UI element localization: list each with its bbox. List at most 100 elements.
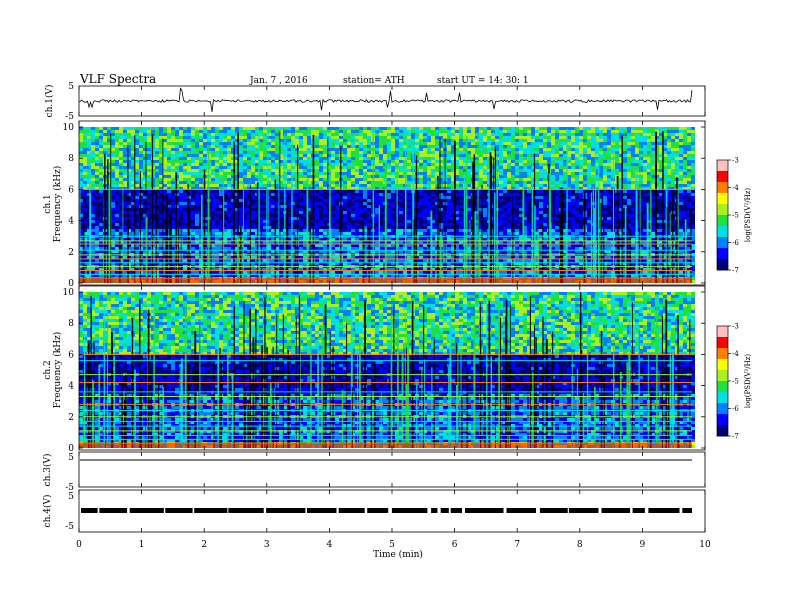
spectrogram-cell	[615, 139, 619, 142]
spectrogram-cell	[271, 211, 275, 214]
spectrogram-cell	[607, 169, 611, 172]
spectrogram-cell	[567, 157, 571, 160]
spectrogram-cell	[423, 184, 427, 187]
spectrogram-cell	[539, 187, 543, 190]
spectrogram-cell	[575, 193, 579, 196]
spectrogram-cell	[347, 208, 351, 211]
spectrogram-cell	[627, 127, 631, 130]
spectrogram-cell	[575, 136, 579, 139]
spectrogram-cell	[543, 217, 547, 220]
spectrogram-cell	[299, 187, 303, 190]
spectrogram-cell	[223, 133, 227, 136]
spectrogram-cell	[627, 208, 631, 211]
spectrogram-cell	[583, 163, 587, 166]
spectrogram-cell	[263, 133, 267, 136]
spectrogram-cell	[215, 184, 219, 187]
spectrogram-cell	[263, 163, 267, 166]
spectrogram-cell	[587, 154, 591, 157]
spectrogram-cell	[359, 142, 363, 145]
spectrogram-cell	[431, 193, 435, 196]
spectrogram-cell	[259, 142, 263, 145]
spectrogram-cell	[523, 133, 527, 136]
spectrogram-cell	[227, 211, 231, 214]
spectrogram-cell	[315, 136, 319, 139]
spectrogram-cell	[479, 163, 483, 166]
spectrogram-cell	[335, 214, 339, 217]
spectrogram-cell	[167, 181, 171, 184]
spectrogram-cell	[683, 184, 687, 187]
spectrogram-cell	[663, 208, 667, 211]
spectrogram-cell	[551, 214, 555, 217]
spectrogram-cell	[267, 163, 271, 166]
spectrogram-cell	[103, 142, 107, 145]
spectrogram-cell	[279, 187, 283, 190]
spectrogram-cell	[315, 211, 319, 214]
spectrogram-cell	[607, 220, 611, 223]
spectrogram-cell	[219, 220, 223, 223]
spectrogram-cell	[539, 133, 543, 136]
spectrogram-cell	[95, 145, 99, 148]
spectrogram-cell	[163, 217, 167, 220]
spectrogram-cell	[87, 136, 91, 139]
spectrogram-cell	[575, 142, 579, 145]
spectrogram-cell	[255, 157, 259, 160]
spectrogram-cell	[263, 127, 267, 130]
spectrogram-cell	[267, 190, 271, 193]
spectrogram-cell	[295, 202, 299, 205]
spectrogram-cell	[643, 130, 647, 133]
spectrogram-cell	[331, 205, 335, 208]
spectrogram-cell	[535, 145, 539, 148]
spectrogram-cell	[263, 202, 267, 205]
spectrogram-cell	[263, 208, 267, 211]
spectrogram-cell	[455, 178, 459, 181]
spectrogram-cell	[187, 130, 191, 133]
spectrogram-cell	[647, 157, 651, 160]
spectrogram-cell	[399, 160, 403, 163]
spectrogram-cell	[587, 214, 591, 217]
spectrogram-cell	[551, 127, 555, 130]
spectrogram-cell	[135, 220, 139, 223]
spectrogram-cell	[439, 136, 443, 139]
spectrogram-cell	[239, 202, 243, 205]
spectrogram-cell	[203, 127, 207, 130]
spectrogram-cell	[223, 217, 227, 220]
spectrogram-cell	[327, 187, 331, 190]
spectrogram-cell	[603, 199, 607, 202]
spectrogram-cell	[131, 193, 135, 196]
spectrogram-cell	[407, 172, 411, 175]
spectrogram-cell	[315, 202, 319, 205]
spectrogram-cell	[475, 136, 479, 139]
spectrogram-cell	[143, 142, 147, 145]
spectrogram-cell	[215, 178, 219, 181]
spectrogram-cell	[663, 184, 667, 187]
spectrogram-cell	[375, 130, 379, 133]
spectrogram-cell	[495, 133, 499, 136]
spectrogram-cell	[271, 190, 275, 193]
spectrogram-cell	[83, 157, 87, 160]
spectrogram-cell	[355, 184, 359, 187]
spectrogram-cell	[119, 184, 123, 187]
spectrogram-cell	[171, 181, 175, 184]
spectrogram-cell	[271, 175, 275, 178]
spectrogram-cell	[619, 151, 623, 154]
spectrogram-cell	[655, 130, 659, 133]
spectrogram-cell	[567, 196, 571, 199]
spectrogram-cell	[499, 139, 503, 142]
spectrogram-cell	[159, 181, 163, 184]
spectrogram-cell	[159, 160, 163, 163]
spectrogram-cell	[499, 199, 503, 202]
spectrogram-cell	[515, 208, 519, 211]
spectrogram-cell	[175, 145, 179, 148]
spectrogram-cell	[683, 187, 687, 190]
spectrogram-cell	[667, 178, 671, 181]
spectrogram-cell	[523, 172, 527, 175]
spectrogram-cell	[191, 139, 195, 142]
spectrogram-cell	[259, 220, 263, 223]
spectrogram-cell	[627, 142, 631, 145]
spectrogram-cell	[167, 190, 171, 193]
spectrogram-cell	[483, 208, 487, 211]
spectrogram-cell	[195, 172, 199, 175]
spectrogram-cell	[427, 220, 431, 223]
spectrogram-cell	[315, 160, 319, 163]
spectrogram-cell	[551, 139, 555, 142]
